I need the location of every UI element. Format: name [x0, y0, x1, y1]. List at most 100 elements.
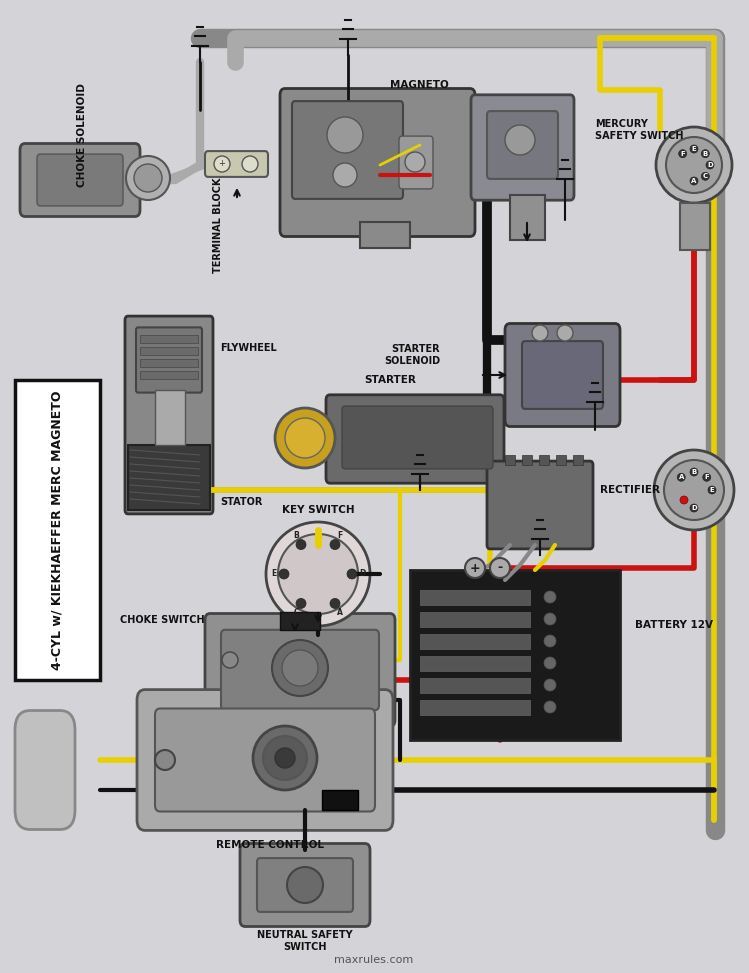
Ellipse shape — [330, 540, 340, 550]
FancyBboxPatch shape — [292, 101, 403, 198]
Text: F: F — [704, 474, 709, 481]
Ellipse shape — [544, 635, 556, 647]
FancyBboxPatch shape — [20, 143, 140, 217]
FancyBboxPatch shape — [221, 630, 379, 710]
Ellipse shape — [544, 701, 556, 713]
Text: A: A — [679, 474, 684, 481]
Ellipse shape — [296, 540, 306, 550]
Ellipse shape — [677, 473, 685, 482]
Ellipse shape — [285, 418, 325, 458]
Ellipse shape — [296, 598, 306, 608]
Text: D: D — [707, 162, 713, 168]
Ellipse shape — [222, 652, 238, 668]
Ellipse shape — [126, 156, 170, 200]
Text: BATTERY 12V: BATTERY 12V — [635, 620, 713, 630]
FancyBboxPatch shape — [257, 858, 353, 912]
FancyBboxPatch shape — [471, 94, 574, 200]
Text: MAGNETO: MAGNETO — [390, 80, 449, 90]
FancyBboxPatch shape — [37, 154, 123, 206]
Text: STARTER
SOLENOID: STARTER SOLENOID — [384, 344, 440, 366]
FancyBboxPatch shape — [326, 395, 504, 484]
Bar — [420, 634, 530, 649]
Ellipse shape — [330, 598, 340, 608]
Ellipse shape — [703, 473, 711, 482]
Ellipse shape — [690, 145, 698, 153]
FancyBboxPatch shape — [505, 323, 620, 426]
Text: E: E — [709, 487, 715, 493]
Ellipse shape — [275, 408, 335, 468]
FancyBboxPatch shape — [399, 136, 433, 189]
Bar — [556, 455, 566, 465]
Ellipse shape — [666, 137, 722, 193]
Ellipse shape — [134, 164, 162, 192]
Bar — [420, 678, 530, 693]
Text: +: + — [470, 561, 480, 574]
Bar — [420, 612, 530, 627]
Ellipse shape — [272, 640, 328, 696]
FancyBboxPatch shape — [240, 844, 370, 926]
Ellipse shape — [347, 569, 357, 579]
Text: KEY SWITCH: KEY SWITCH — [282, 505, 354, 515]
Text: A: A — [337, 607, 343, 617]
Text: TERMINAL BLOCK: TERMINAL BLOCK — [213, 177, 223, 272]
FancyBboxPatch shape — [136, 327, 202, 392]
Bar — [15, 380, 100, 680]
Text: C: C — [293, 607, 299, 617]
Text: D: D — [691, 505, 697, 511]
Text: -: - — [497, 561, 503, 574]
Text: FLYWHEEL: FLYWHEEL — [220, 343, 276, 353]
Ellipse shape — [656, 127, 732, 203]
Text: NEUTRAL SAFETY
SWITCH: NEUTRAL SAFETY SWITCH — [257, 930, 353, 952]
Ellipse shape — [690, 504, 698, 512]
FancyBboxPatch shape — [205, 614, 395, 727]
Ellipse shape — [679, 150, 687, 158]
Ellipse shape — [278, 534, 358, 614]
Ellipse shape — [654, 450, 734, 530]
Bar — [360, 222, 410, 248]
Bar — [280, 612, 320, 630]
FancyBboxPatch shape — [155, 708, 375, 811]
Ellipse shape — [544, 657, 556, 669]
Text: E: E — [271, 569, 276, 579]
Bar — [140, 347, 198, 355]
Text: A: A — [691, 178, 697, 184]
Text: 4-CYL w/ KIEKHAEFFER MERC MAGNETO: 4-CYL w/ KIEKHAEFFER MERC MAGNETO — [50, 390, 64, 669]
Bar — [573, 455, 583, 465]
Ellipse shape — [263, 736, 307, 780]
Text: CHOKE SWITCH: CHOKE SWITCH — [121, 615, 205, 625]
Ellipse shape — [544, 679, 556, 691]
FancyBboxPatch shape — [125, 316, 213, 514]
Bar — [510, 195, 545, 240]
Ellipse shape — [465, 558, 485, 578]
Ellipse shape — [214, 156, 230, 172]
Ellipse shape — [690, 468, 698, 476]
Bar — [410, 570, 620, 740]
Bar — [420, 590, 530, 605]
Text: maxrules.com: maxrules.com — [334, 955, 413, 965]
Text: E: E — [691, 146, 697, 152]
Bar — [140, 359, 198, 367]
Ellipse shape — [708, 486, 716, 494]
Ellipse shape — [266, 522, 370, 626]
Text: MERCURY
SAFETY SWITCH: MERCURY SAFETY SWITCH — [595, 120, 684, 141]
Text: STATOR: STATOR — [220, 497, 262, 507]
Ellipse shape — [279, 569, 289, 579]
Bar — [322, 790, 358, 810]
Ellipse shape — [532, 325, 548, 341]
FancyBboxPatch shape — [15, 710, 75, 830]
Bar — [420, 700, 530, 715]
Bar — [680, 203, 710, 250]
Text: D: D — [359, 569, 366, 579]
Ellipse shape — [490, 558, 510, 578]
Ellipse shape — [706, 161, 714, 169]
Text: RECTIFIER: RECTIFIER — [600, 485, 660, 495]
Ellipse shape — [275, 748, 295, 768]
Bar — [140, 371, 198, 379]
Text: C: C — [703, 173, 708, 179]
FancyBboxPatch shape — [487, 461, 593, 549]
Ellipse shape — [253, 726, 317, 790]
Ellipse shape — [680, 496, 688, 504]
Ellipse shape — [287, 867, 323, 903]
Bar — [155, 390, 185, 445]
Text: B: B — [293, 531, 299, 540]
